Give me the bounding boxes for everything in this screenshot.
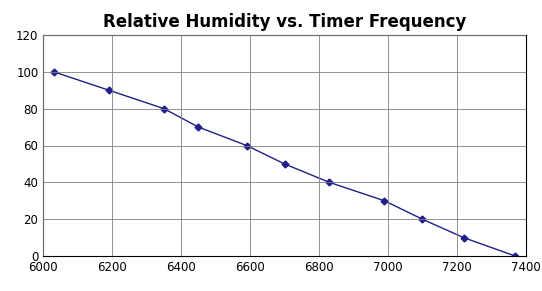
Title: Relative Humidity vs. Timer Frequency: Relative Humidity vs. Timer Frequency (103, 13, 466, 31)
